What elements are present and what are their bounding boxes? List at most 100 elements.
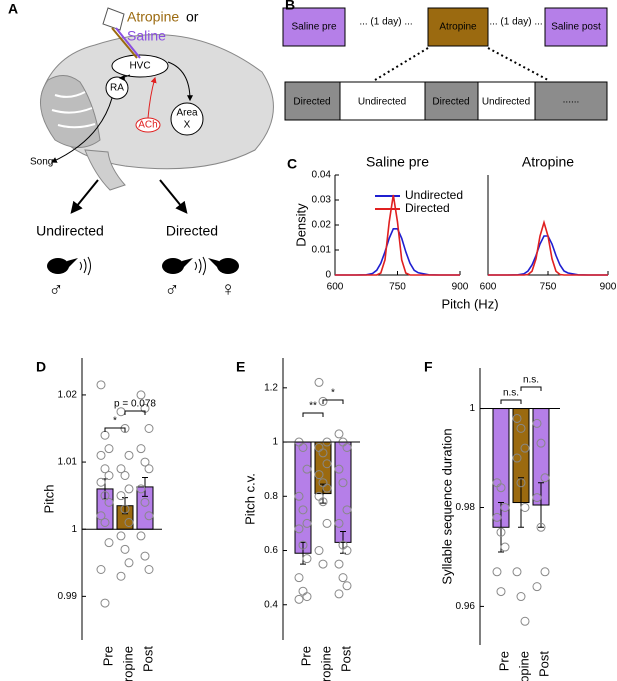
data-point [298,505,308,515]
panel-label: F [424,359,433,375]
data-point [100,491,110,501]
data-point [334,589,344,599]
data-point [314,377,324,387]
data-point [322,483,332,493]
data-point [342,546,352,556]
x-tick-label: 750 [389,282,406,293]
data-point [124,558,134,568]
x-tick-label: Pre [496,651,511,671]
timeline-label: Saline pre [291,22,336,33]
significance-bracket [322,399,344,404]
x-tick-label: 900 [452,282,469,293]
data-point [342,442,352,452]
data-point [140,497,150,507]
data-point [116,491,126,501]
data-point [516,592,526,602]
data-point [100,430,110,440]
density-line [488,235,608,276]
data-point [116,571,126,581]
panel-label: E [236,359,245,375]
y-tick-label: 1 [272,437,278,448]
data-point [512,413,522,423]
data-point [532,493,542,503]
y-tick-label: 0 [325,270,331,281]
data-point [294,491,304,501]
timeline-label: Atropine [439,22,477,33]
density-line [488,219,608,276]
data-point [496,483,506,493]
x-tick-label: 900 [600,282,617,293]
data-point [516,423,526,433]
x-tick-label: 600 [480,282,497,293]
data-point [500,502,510,512]
x-tick-label: Pre [100,646,115,666]
significance-label: p = 0.078 [114,399,156,410]
data-point [136,444,146,454]
data-point [100,518,110,527]
x-tick-label: Atropine [120,646,135,681]
data-point [144,424,154,433]
significance-bracket [104,427,126,432]
data-point [334,464,344,474]
data-point [318,396,328,406]
data-point [124,518,134,527]
sex-symbol: ♂ [165,278,180,300]
data-point [512,567,522,577]
data-point [136,531,146,541]
y-tick-label: 0.03 [312,195,332,206]
data-point [104,538,114,548]
data-point [298,442,308,452]
data-point [516,478,526,488]
data-point [318,448,328,458]
nucleus-label: HVC [129,61,150,72]
data-point [298,540,308,550]
data-point [338,573,348,583]
y-axis-label: Pitch [41,485,56,514]
x-axis-label: Pitch (Hz) [441,296,498,311]
axis [487,175,608,276]
data-point [140,551,150,561]
data-point [492,512,502,522]
data-point [322,518,332,528]
panel-label: A [8,1,18,17]
data-point [520,443,530,453]
data-point [144,464,154,474]
data-point [96,450,106,460]
data-point [302,464,312,474]
data-point [318,559,328,569]
data-point [314,546,324,556]
nucleus-label: X [184,120,191,131]
data-point [100,598,110,608]
data-point [96,511,106,521]
x-tick-label: 600 [327,282,344,293]
significance-bracket [302,412,324,417]
session-label: Directed [432,97,469,108]
data-point [540,567,550,577]
y-tick-label: 1.01 [58,457,78,468]
legend-label: Undirected [405,188,463,202]
significance-label: n.s. [523,375,539,386]
data-point [104,497,114,507]
legend-label: Directed [405,201,450,215]
y-tick-label: 0.96 [456,601,476,612]
data-point [116,464,126,474]
significance-label: n.s. [503,388,519,399]
session-label: Undirected [358,97,406,108]
data-point [302,554,312,564]
session-label: ...... [563,95,580,106]
data-point [342,505,352,515]
song-label: Song [30,157,53,168]
data-point [136,484,146,494]
panel-label: C [287,156,297,172]
data-point [492,567,502,577]
data-point [96,380,106,390]
saline-label: Saline [127,28,166,44]
y-tick-label: 1 [71,524,77,535]
session-label: Directed [293,97,330,108]
or-label: or [186,9,199,25]
data-point [334,559,344,569]
significance-bracket [500,399,522,404]
data-point [314,470,324,480]
timeline-label: ... (1 day) ... [359,17,412,28]
